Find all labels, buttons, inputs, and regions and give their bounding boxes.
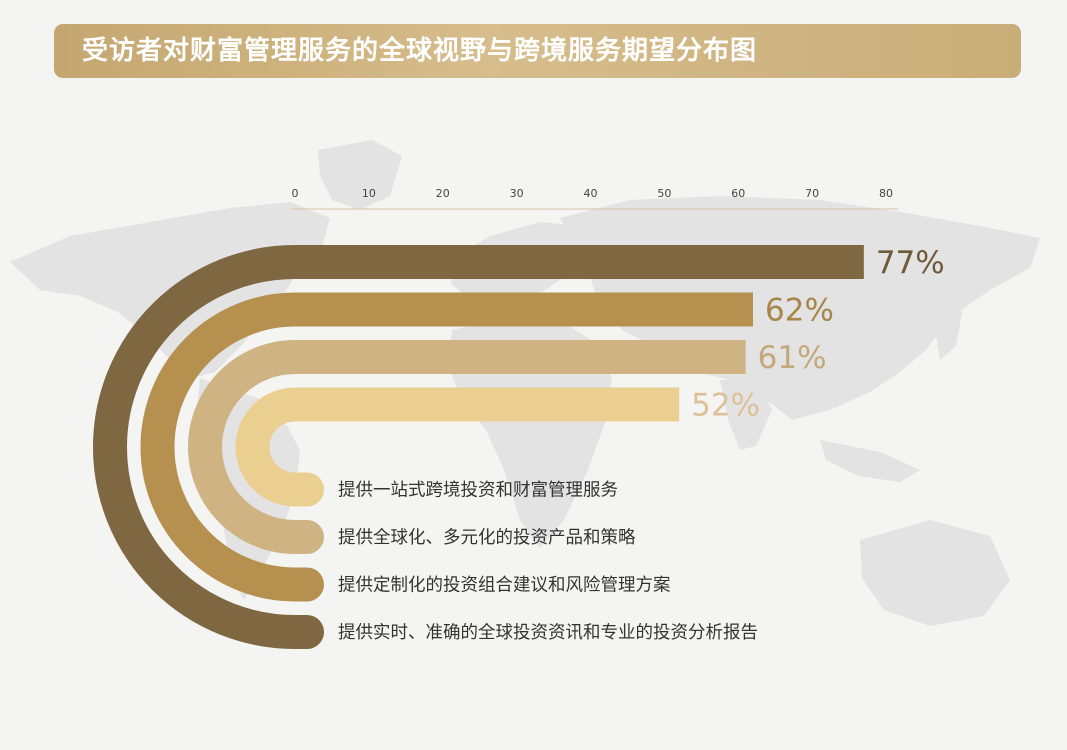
bar-end-cap <box>290 520 324 554</box>
value-label: 52% <box>691 388 760 424</box>
bar-end-cap <box>290 615 324 649</box>
category-label: 提供全球化、多元化的投资产品和策略 <box>338 528 636 548</box>
x-tick-label: 60 <box>731 187 745 200</box>
category-label: 提供实时、准确的全球投资资讯和专业的投资分析报告 <box>338 623 758 643</box>
category-label: 提供定制化的投资组合建议和风险管理方案 <box>338 576 671 596</box>
bar-track <box>93 245 864 649</box>
x-tick-label: 40 <box>584 187 598 200</box>
x-tick-label: 70 <box>805 187 819 200</box>
x-tick-label: 10 <box>362 187 376 200</box>
bar-track <box>188 340 746 554</box>
value-label: 61% <box>758 340 827 376</box>
x-tick-label: 80 <box>879 187 893 200</box>
value-labels: 77% 62% 61% 52% <box>691 245 945 424</box>
value-label: 77% <box>876 245 945 281</box>
bar-track <box>140 292 754 602</box>
chart-title: 受访者对财富管理服务的全球视野与跨境服务期望分布图 <box>82 36 758 66</box>
x-tick-label: 0 <box>292 187 299 200</box>
x-axis-ticks: 0 10 20 30 40 50 60 70 80 <box>292 187 894 200</box>
x-tick-label: 20 <box>436 187 450 200</box>
value-label: 62% <box>765 293 834 329</box>
bar-end-cap <box>290 567 324 602</box>
bar-track <box>235 387 680 507</box>
category-labels: 提供实时、准确的全球投资资讯和专业的投资分析报告提供定制化的投资组合建议和风险管… <box>338 481 758 644</box>
x-tick-label: 50 <box>657 187 671 200</box>
bar-end-cap <box>290 472 324 507</box>
title-bar: 受访者对财富管理服务的全球视野与跨境服务期望分布图 <box>54 24 1021 78</box>
bar-tracks <box>93 245 864 649</box>
category-label: 提供一站式跨境投资和财富管理服务 <box>338 481 618 501</box>
x-tick-label: 30 <box>510 187 524 200</box>
